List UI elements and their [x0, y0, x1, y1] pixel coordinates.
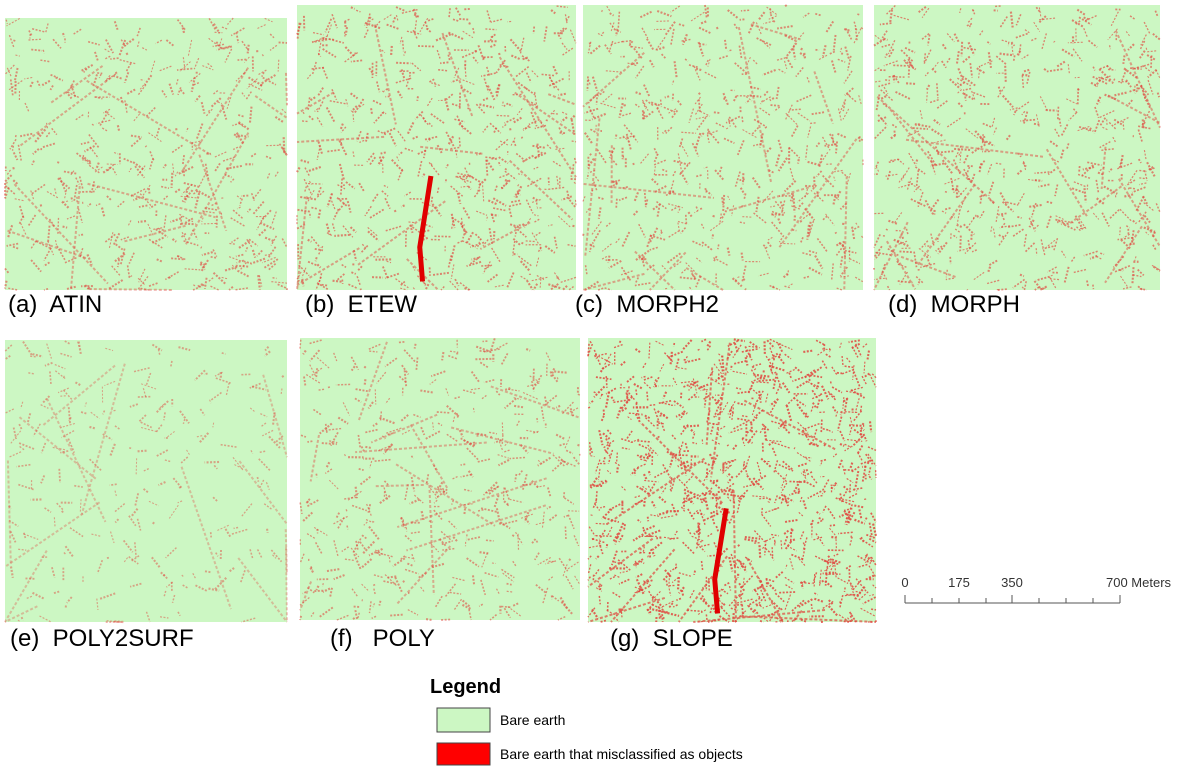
- panel-label: (c) MORPH2: [575, 291, 719, 318]
- map-texture: [54, 517, 55, 527]
- panel-label: (a) ATIN: [8, 291, 102, 318]
- map-texture: [473, 575, 474, 584]
- legend-item: Bare earth that misclassified as objects: [500, 746, 743, 762]
- map-texture: [1123, 55, 1124, 64]
- map-background: [874, 5, 1160, 290]
- legend-swatch: [437, 708, 490, 732]
- map-texture: [832, 134, 833, 144]
- panel-label: (e) POLY2SURF: [10, 625, 194, 652]
- map-texture: [440, 62, 448, 63]
- map-texture: [781, 540, 782, 549]
- map-texture: [248, 45, 249, 54]
- panel-label: (b) ETEW: [305, 291, 417, 318]
- map-texture: [588, 407, 590, 408]
- map-texture: [526, 241, 536, 242]
- map-texture: [238, 59, 247, 60]
- map-background: [5, 340, 287, 622]
- map-texture: [771, 105, 781, 106]
- map-texture: [279, 42, 287, 43]
- map-texture: [459, 137, 460, 147]
- legend-title: Legend: [430, 676, 501, 698]
- map-texture: [617, 453, 618, 463]
- map-texture: [803, 351, 812, 352]
- map-background: [588, 338, 876, 622]
- scale-bar: 0 175 350 700 Meters: [901, 575, 1171, 603]
- scale-ticks: [905, 595, 1120, 603]
- map-panel: [297, 5, 576, 290]
- map-texture: [906, 83, 916, 84]
- panel-label: (d) MORPH: [888, 291, 1020, 318]
- map-texture: [501, 606, 511, 607]
- map-panel: [5, 18, 287, 290]
- map-texture: [751, 423, 752, 432]
- scale-label: 175: [948, 575, 970, 590]
- map-texture: [442, 352, 443, 360]
- legend: Legend Bare earth Bare earth that miscla…: [430, 676, 743, 765]
- map-panel: [583, 5, 863, 290]
- map-texture: [702, 561, 703, 570]
- map-texture: [333, 281, 342, 282]
- map-background: [583, 5, 863, 290]
- map-texture: [316, 368, 317, 379]
- map-texture: [691, 459, 692, 467]
- map-texture: [629, 413, 639, 414]
- scale-label: 700 Meters: [1106, 575, 1172, 590]
- map-texture: [391, 46, 392, 56]
- legend-item: Bare earth: [500, 712, 565, 728]
- map-texture: [725, 40, 726, 50]
- map-texture: [599, 596, 600, 604]
- map-texture: [438, 70, 448, 71]
- map-texture: [578, 394, 580, 395]
- panel-label: (f) POLY: [330, 625, 435, 652]
- map-street: [89, 289, 174, 290]
- map-texture: [459, 19, 469, 20]
- map-panel: [588, 338, 876, 622]
- map-texture: [805, 186, 814, 187]
- map-texture: [183, 155, 184, 164]
- map-texture: [1120, 227, 1121, 235]
- map-texture: [300, 340, 301, 349]
- map-texture: [1050, 279, 1060, 280]
- map-texture: [647, 392, 648, 401]
- map-texture: [734, 605, 743, 606]
- panel-label: (g) SLOPE: [610, 625, 733, 652]
- map-texture: [616, 199, 617, 208]
- figure: (a) ATIN (b) ETEW (c) MORPH2 (d) MORPH (…: [0, 0, 1190, 773]
- map-panel: [300, 338, 580, 620]
- map-texture: [381, 411, 382, 421]
- legend-swatch: [437, 743, 490, 765]
- map-texture: [924, 53, 925, 63]
- map-background: [297, 5, 576, 290]
- scale-label: 350: [1001, 575, 1023, 590]
- map-panel: [874, 5, 1160, 290]
- map-texture: [480, 265, 490, 266]
- map-texture: [998, 289, 1007, 290]
- map-background: [300, 338, 580, 620]
- map-texture: [110, 58, 118, 59]
- map-texture: [983, 134, 984, 143]
- map-texture: [686, 215, 687, 225]
- map-texture: [137, 451, 147, 452]
- scale-label: 0: [901, 575, 908, 590]
- map-panel: [5, 340, 287, 622]
